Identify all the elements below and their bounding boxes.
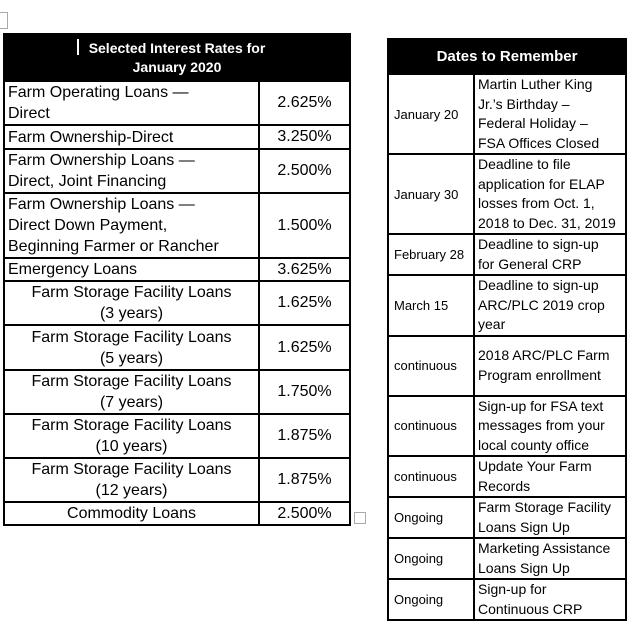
interest-rate-row: Farm Storage Facility Loans (7 years) 1.… xyxy=(3,369,351,415)
date-label: January 30 xyxy=(387,153,475,235)
date-description: 2018 ARC/PLC Farm Program enrollment xyxy=(472,334,628,397)
dates-title: Dates to Remember xyxy=(386,38,628,75)
date-label: February 28 xyxy=(387,233,475,276)
date-label: Ongoing xyxy=(387,496,475,539)
date-label: continuous xyxy=(387,334,475,397)
interest-rate-value: 2.500% xyxy=(258,501,351,526)
date-label: March 15 xyxy=(387,274,475,337)
interest-rate-value: 1.875% xyxy=(258,457,351,503)
date-row: Ongoing Farm Storage Facility Loans Sign… xyxy=(387,496,628,539)
loan-type-label: Farm Operating Loans — Direct xyxy=(3,80,260,126)
interest-rate-row: Farm Operating Loans — Direct 2.625% xyxy=(3,80,351,126)
date-description: Marketing Assistance Loans Sign Up xyxy=(472,537,628,580)
date-row: January 30 Deadline to file application … xyxy=(387,153,628,235)
date-description: Deadline to sign-up for General CRP xyxy=(472,233,628,276)
date-row: March 15 Deadline to sign-up ARC/PLC 201… xyxy=(387,274,628,337)
interest-rate-value: 1.750% xyxy=(258,369,351,415)
text-cursor xyxy=(77,39,79,55)
date-description: Martin Luther King Jr.’s Birthday – Fede… xyxy=(472,73,628,155)
date-row: February 28 Deadline to sign-up for Gene… xyxy=(387,233,628,276)
interest-rate-value: 1.875% xyxy=(258,413,351,459)
table-anchor-handle xyxy=(0,12,8,29)
loan-type-label: Farm Storage Facility Loans (10 years) xyxy=(3,413,260,459)
date-row: continuous Update Your Farm Records xyxy=(387,455,628,498)
date-description: Farm Storage Facility Loans Sign Up xyxy=(472,496,628,539)
interest-rate-value: 1.625% xyxy=(258,324,351,371)
loan-type-label: Farm Ownership Loans — Direct Down Payme… xyxy=(3,192,260,259)
interest-rate-value: 3.250% xyxy=(258,124,351,150)
table-resize-handle[interactable] xyxy=(354,512,366,524)
interest-rate-row: Commodity Loans 2.500% xyxy=(3,501,351,526)
date-label: continuous xyxy=(387,455,475,498)
interest-rate-value: 1.625% xyxy=(258,280,351,326)
interest-rate-value: 2.625% xyxy=(258,80,351,126)
loan-type-label: Farm Storage Facility Loans (7 years) xyxy=(3,369,260,415)
date-label: Ongoing xyxy=(387,537,475,580)
loan-type-label: Emergency Loans xyxy=(3,257,260,282)
interest-rate-row: Farm Storage Facility Loans (5 years) 1.… xyxy=(3,324,351,371)
date-description: Update Your Farm Records xyxy=(472,455,628,498)
date-row: continuous Sign-up for FSA text messages… xyxy=(387,394,628,457)
interest-rate-row: Farm Storage Facility Loans (3 years) 1.… xyxy=(3,280,351,326)
interest-rate-row: Farm Ownership Loans — Direct, Joint Fin… xyxy=(3,148,351,194)
date-row: continuous 2018 ARC/PLC Farm Program enr… xyxy=(387,334,628,397)
loan-type-label: Farm Storage Facility Loans (12 years) xyxy=(3,457,260,503)
interest-rates-header-row: Selected Interest Rates for January 2020 xyxy=(3,33,351,82)
interest-rate-row: Emergency Loans 3.625% xyxy=(3,257,351,282)
interest-rates-title-line1: Selected Interest Rates for xyxy=(88,39,266,56)
interest-rate-value: 3.625% xyxy=(258,257,351,282)
interest-rates-title-line2: January 2020 xyxy=(132,58,222,75)
date-description: Sign-up for FSA text messages from your … xyxy=(472,394,628,457)
interest-rate-value: 2.500% xyxy=(258,148,351,194)
loan-type-label: Farm Storage Facility Loans (5 years) xyxy=(3,324,260,371)
date-label: Ongoing xyxy=(387,578,475,621)
interest-rate-row: Farm Storage Facility Loans (10 years) 1… xyxy=(3,413,351,459)
loan-type-label: Commodity Loans xyxy=(3,501,260,526)
date-label: continuous xyxy=(387,394,475,457)
loan-type-label: Farm Ownership-Direct xyxy=(3,124,260,150)
interest-rate-row: Farm Storage Facility Loans (12 years) 1… xyxy=(3,457,351,503)
date-label: January 20 xyxy=(387,73,475,155)
date-description: Sign-up for Continuous CRP xyxy=(472,578,628,621)
interest-rate-row: Farm Ownership Loans — Direct Down Payme… xyxy=(3,192,351,259)
date-row: January 20 Martin Luther King Jr.’s Birt… xyxy=(387,73,628,155)
loan-type-label: Farm Storage Facility Loans (3 years) xyxy=(3,280,260,326)
interest-rates-header: Selected Interest Rates for January 2020 xyxy=(3,33,351,82)
loan-type-label: Farm Ownership Loans — Direct, Joint Fin… xyxy=(3,148,260,194)
date-row: Ongoing Sign-up for Continuous CRP xyxy=(387,578,628,621)
interest-rate-value: 1.500% xyxy=(258,192,351,259)
dates-header-row: Dates to Remember xyxy=(386,38,628,75)
interest-rates-table: Selected Interest Rates for January 2020… xyxy=(3,33,351,526)
interest-rate-row: Farm Ownership-Direct 3.250% xyxy=(3,124,351,150)
date-description: Deadline to sign-up ARC/PLC 2019 crop ye… xyxy=(472,274,628,337)
date-row: Ongoing Marketing Assistance Loans Sign … xyxy=(387,537,628,580)
date-description: Deadline to file application for ELAP lo… xyxy=(472,153,628,235)
dates-table: Dates to Remember January 20 Martin Luth… xyxy=(386,38,628,621)
